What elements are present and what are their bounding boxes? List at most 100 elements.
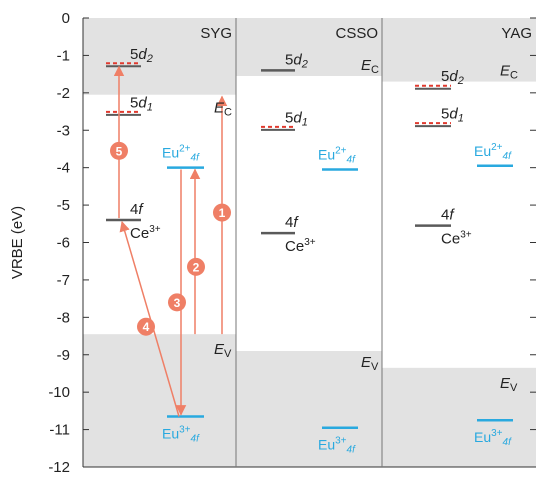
ce-level-label-5d2: 5d2 (441, 68, 464, 87)
level-number: 4 (130, 201, 138, 218)
level-number: 4 (285, 214, 293, 231)
transition-marker-3 (168, 293, 186, 312)
eu-level-label-3plus: Eu3+4f (474, 428, 512, 448)
ion-orbital: 4f (503, 437, 513, 448)
ion-symbol: Eu (318, 437, 335, 453)
y-tick-label: -3 (57, 122, 70, 139)
level-orbital: d (138, 46, 147, 63)
transition-number-1: 1 (219, 206, 226, 220)
y-tick-label: -1 (57, 47, 70, 64)
ion-orbital: 4f (191, 433, 201, 444)
level-number: 5 (441, 68, 449, 85)
ion-charge: 3+ (491, 428, 503, 439)
level-orbital: f (138, 201, 144, 218)
ion-orbital: 4f (191, 153, 201, 164)
level-number: 5 (130, 94, 138, 111)
ce-level-label-5d1: 5d1 (130, 94, 153, 113)
level-orbital: d (293, 51, 302, 68)
level-orbital: f (449, 207, 455, 224)
panel-title-syg: SYG (200, 25, 232, 42)
ion-charge: 3+ (149, 224, 161, 235)
ev-label-main: E (214, 341, 225, 358)
ec-label-main: E (500, 63, 511, 80)
ion-orbital: 4f (347, 445, 357, 456)
valence-band-syg (83, 334, 236, 467)
valence-band-csso (236, 351, 382, 467)
level-orbital: d (293, 109, 302, 126)
ion-charge: 3+ (335, 436, 347, 447)
level-number: 5 (130, 46, 138, 63)
y-tick-label: -2 (57, 85, 70, 102)
band-layer (83, 18, 536, 467)
y-axis: 0 -1 -2 -3 -4 -5 -6 -7 -8 -9 -10 -11 -12 VRBE (eV) (9, 10, 536, 476)
ev-label-syg: EV (214, 341, 232, 360)
ev-label-sub: V (371, 361, 379, 373)
y-tick-label: -4 (57, 160, 70, 177)
level-sub: 1 (458, 113, 464, 125)
ec-label-main: E (361, 57, 372, 74)
level-orbital: d (449, 68, 458, 85)
y-tick-label: -6 (57, 235, 70, 252)
ion-symbol: Eu (318, 147, 335, 163)
transition-number-5: 5 (116, 144, 123, 158)
transition-number-4: 4 (143, 320, 150, 334)
ion-charge: 3+ (304, 237, 316, 248)
ion-symbol: Ce (441, 231, 460, 248)
ce-ion-label: Ce3+ (130, 224, 161, 242)
ion-orbital: 4f (503, 151, 513, 162)
y-tick-label: -5 (57, 197, 70, 214)
ev-label-main: E (361, 354, 372, 371)
transition-number-2: 2 (193, 260, 200, 274)
ec-label-sub: C (510, 70, 518, 82)
transition-marker-2 (187, 257, 205, 276)
ec-label-sub: C (224, 107, 232, 119)
transition-marker-4 (137, 317, 155, 336)
transition-marker-5 (110, 141, 128, 160)
ce-level-label-4f: 4f (285, 214, 299, 231)
level-number: 4 (441, 207, 449, 224)
ion-charge: 2+ (179, 144, 191, 155)
level-sub: 1 (147, 101, 153, 113)
transition-number-3: 3 (174, 296, 181, 310)
ion-symbol: Ce (130, 225, 149, 242)
y-axis-label: VRBE (eV) (9, 206, 26, 279)
y-tick-label: -7 (57, 272, 70, 289)
eu-level-label-3plus: Eu3+4f (162, 424, 200, 444)
ev-label-csso: EV (361, 354, 379, 373)
ec-label-yag: EC (500, 63, 518, 82)
ion-symbol: Eu (474, 429, 491, 445)
ev-label-main: E (500, 375, 511, 392)
transition-layer: 1 2 3 4 5 (110, 65, 231, 417)
level-orbital: d (449, 106, 458, 123)
level-sub: 1 (302, 116, 308, 128)
level-sub: 2 (301, 58, 308, 70)
y-tick-label: -11 (49, 422, 70, 439)
panel-title-csso: CSSO (335, 25, 378, 42)
eu-level-label-2plus: Eu2+4f (318, 146, 356, 166)
ion-charge: 3+ (179, 424, 191, 435)
ev-label-sub: V (224, 348, 232, 360)
ev-label-yag: EV (500, 375, 518, 394)
panel-title-yag: YAG (501, 25, 532, 42)
label-layer: SYGECEV5d25d14fCe3+Eu2+4fEu3+4fCSSOECEV5… (130, 25, 532, 456)
ion-symbol: Eu (474, 143, 491, 159)
ion-symbol: Eu (162, 145, 179, 161)
eu-level-label-3plus: Eu3+4f (318, 436, 356, 456)
ion-charge: 3+ (460, 230, 472, 241)
conduction-band-csso (236, 18, 382, 76)
y-tick-label: -9 (57, 347, 70, 364)
y-tick-label: 0 (62, 10, 70, 27)
level-number: 5 (285, 51, 293, 68)
level-number: 5 (285, 109, 293, 126)
ion-orbital: 4f (347, 155, 357, 166)
ce-level-label-5d1: 5d1 (285, 109, 308, 128)
eu-level-label-2plus: Eu2+4f (474, 142, 512, 162)
ce-level-label-4f: 4f (441, 207, 455, 224)
y-tick-label: -12 (48, 459, 70, 476)
ce-ion-label: Ce3+ (441, 230, 472, 248)
level-sub: 2 (457, 75, 464, 87)
ion-symbol: Eu (162, 425, 179, 441)
eu-level-label-2plus: Eu2+4f (162, 144, 200, 164)
ec-label-syg: EC (214, 100, 232, 119)
